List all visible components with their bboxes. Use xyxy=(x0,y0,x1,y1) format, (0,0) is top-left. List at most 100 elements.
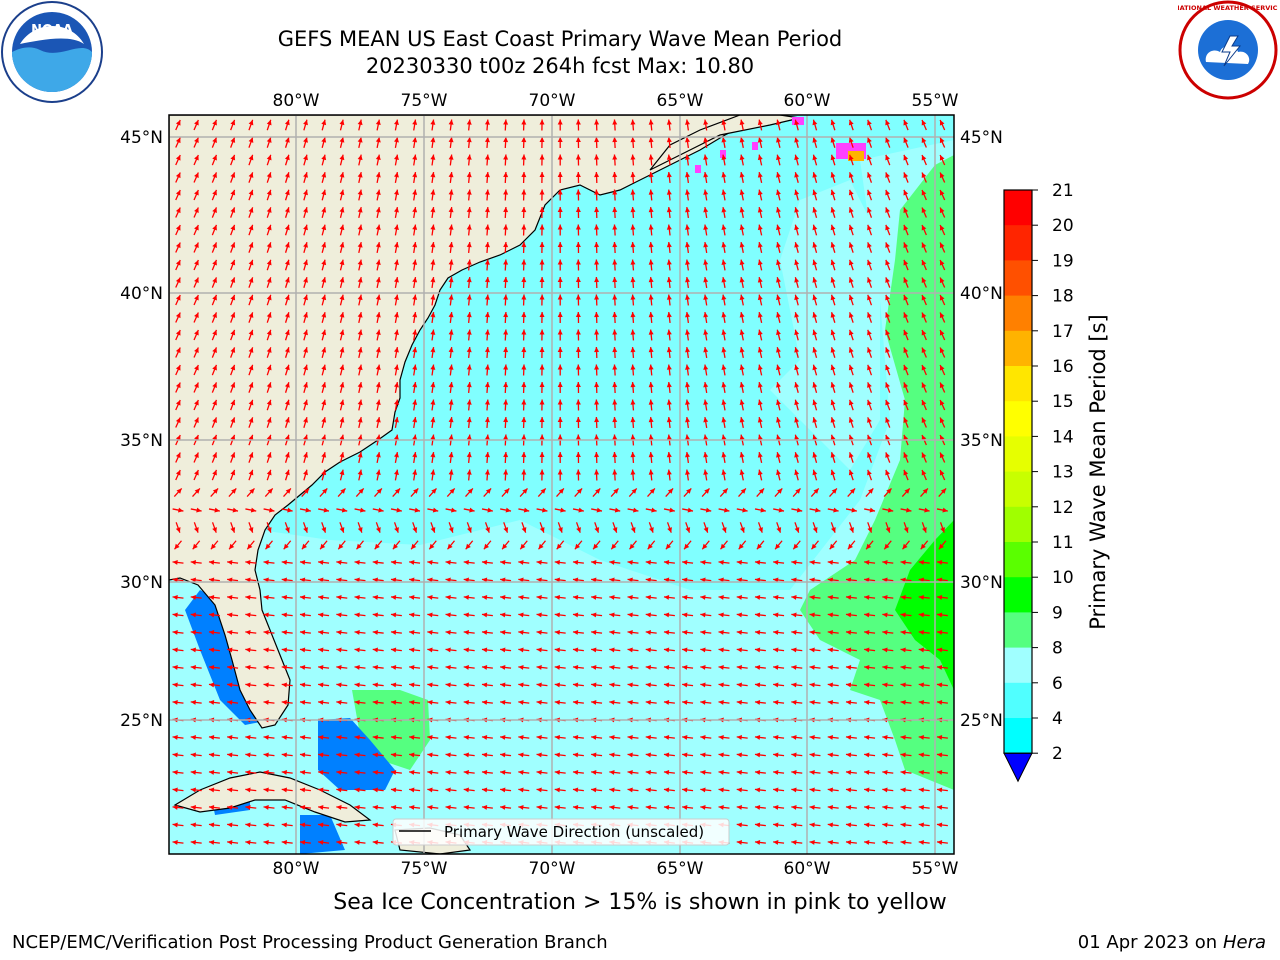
wave-arrow-head xyxy=(645,734,652,740)
wave-arrow-head xyxy=(467,488,473,494)
wave-arrow-head xyxy=(448,277,454,283)
wave-arrow-head xyxy=(885,207,890,213)
wave-arrow-head xyxy=(830,364,836,371)
wave-arrow-head xyxy=(503,119,509,125)
wave-arrow-head xyxy=(248,119,254,126)
wave-arrow-head xyxy=(172,577,178,583)
wave-arrow-head xyxy=(773,734,779,740)
wave-arrow-head xyxy=(612,137,618,143)
wave-arrow-head xyxy=(776,207,781,213)
wave-arrow-head xyxy=(648,242,654,248)
wave-arrow-head xyxy=(409,577,415,583)
wave-arrow-head xyxy=(463,664,470,670)
wave-arrow-head xyxy=(208,612,215,618)
wave-arrow-head xyxy=(776,469,781,476)
wave-arrow-head xyxy=(354,629,360,635)
wave-arrow-head xyxy=(518,647,524,653)
wave-arrow-head xyxy=(757,434,763,441)
wave-arrow-head xyxy=(666,469,672,475)
wave-arrow-head xyxy=(427,804,433,810)
wave-arrow-head xyxy=(503,399,509,405)
wave-arrow-head xyxy=(284,329,290,336)
wave-arrow-head xyxy=(754,559,761,565)
wave-arrow-head xyxy=(518,682,524,688)
sea-ice-patch xyxy=(695,165,701,173)
wave-arrow-head xyxy=(303,294,308,301)
wave-arrow-head xyxy=(522,488,528,494)
wave-arrow-head xyxy=(336,734,342,740)
wave-arrow-head xyxy=(230,312,236,318)
wave-arrow-head xyxy=(754,822,761,828)
wave-arrow-head xyxy=(484,242,490,248)
wave-arrow-head xyxy=(776,399,781,406)
wave-arrow-head xyxy=(848,347,854,353)
wave-arrow-head xyxy=(357,329,363,336)
wave-arrow-head xyxy=(630,207,636,213)
wave-arrow-head xyxy=(394,329,399,335)
wave-arrow-head xyxy=(594,527,600,533)
wave-arrow-head xyxy=(299,629,306,635)
wave-arrow-head xyxy=(269,507,275,513)
wave-arrow-head xyxy=(357,382,363,388)
wave-arrow-head xyxy=(299,699,306,705)
wave-arrow-head xyxy=(372,647,379,653)
wave-arrow-head xyxy=(740,527,745,533)
wave-arrow-head xyxy=(357,399,363,406)
lon-ticks-bottom: 80°W 75°W 70°W 65°W 60°W 55°W xyxy=(273,859,959,879)
wave-arrow-head xyxy=(208,752,215,758)
wave-arrow-head xyxy=(630,312,636,318)
wave-arrow-head xyxy=(266,119,272,126)
wave-arrow-head xyxy=(645,629,652,635)
wave-arrow-head xyxy=(848,277,854,283)
wave-arrow-head xyxy=(445,699,451,705)
wave-arrow-head xyxy=(776,224,781,231)
wave-arrow-head xyxy=(175,259,181,266)
wave-arrow-head xyxy=(703,259,709,265)
wave-arrow-head xyxy=(903,172,909,178)
colorbar-label: 10 xyxy=(1052,568,1074,588)
wave-arrow-head xyxy=(721,242,727,248)
wave-arrow-head xyxy=(685,154,691,160)
wave-arrow-head xyxy=(172,752,178,758)
wave-arrow-head xyxy=(281,699,288,705)
wave-arrow-head xyxy=(372,822,379,828)
wave-arrow-head xyxy=(340,488,346,494)
wave-arrow-head xyxy=(430,242,436,248)
wave-arrow-head xyxy=(394,452,399,458)
wave-arrow-head xyxy=(882,612,888,618)
wave-arrow-head xyxy=(190,577,197,583)
wave-arrow-head xyxy=(336,804,342,810)
wave-arrow-head xyxy=(739,259,745,266)
wave-arrow-head xyxy=(557,382,563,388)
wave-arrow-head xyxy=(448,154,454,160)
wave-arrow-head xyxy=(718,682,724,688)
wave-arrow-head xyxy=(430,312,436,318)
wave-arrow-head xyxy=(354,559,360,565)
wave-arrow-head xyxy=(939,242,945,249)
wave-arrow-head xyxy=(666,347,672,353)
wave-arrow-head xyxy=(936,804,943,810)
wave-arrow-head xyxy=(939,364,945,371)
wave-arrow-head xyxy=(739,469,745,476)
lon-tick-label: 55°W xyxy=(912,859,959,879)
wave-arrow-head xyxy=(575,312,581,318)
wave-arrow-head xyxy=(685,277,691,283)
wave-arrow-head xyxy=(920,543,926,550)
wave-arrow-head xyxy=(281,839,288,845)
wave-arrow-head xyxy=(248,382,254,388)
wave-arrow-head xyxy=(936,612,943,618)
wave-arrow-head xyxy=(663,734,670,740)
wave-arrow-head xyxy=(208,839,215,845)
wave-arrow-head xyxy=(500,612,506,618)
wave-arrow-head xyxy=(776,417,781,423)
wave-arrow-head xyxy=(245,752,251,758)
wave-arrow-head xyxy=(484,417,490,423)
wave-arrow-head xyxy=(172,682,178,688)
wave-arrow-head xyxy=(212,488,219,494)
wave-arrow-head xyxy=(281,787,288,793)
wave-arrow-head xyxy=(445,577,451,583)
wave-arrow-head xyxy=(663,629,670,635)
wave-arrow-head xyxy=(757,347,763,353)
wave-arrow-head xyxy=(354,594,360,600)
wave-arrow-head xyxy=(357,172,363,178)
